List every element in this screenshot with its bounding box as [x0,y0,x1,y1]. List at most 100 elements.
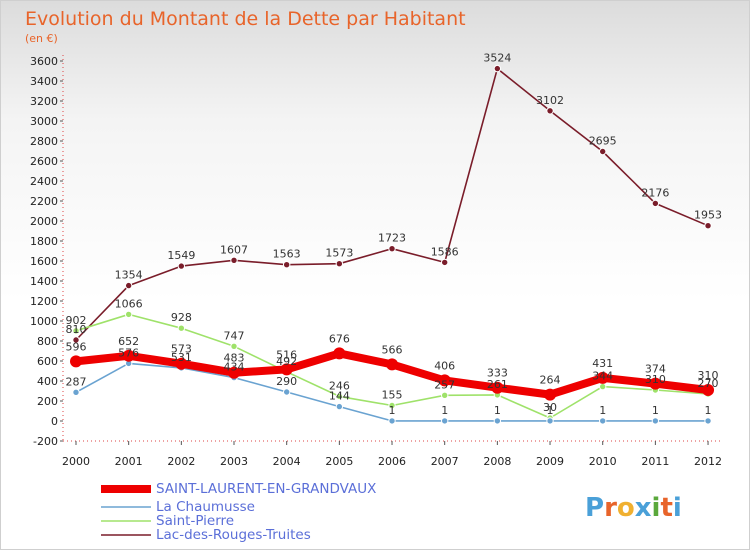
x-tick-label: 2006 [378,455,406,468]
data-point [491,381,504,394]
data-point [704,222,712,230]
data-label: 566 [382,343,403,356]
data-label: 344 [592,370,613,383]
data-label: 155 [382,389,403,402]
data-point [72,327,80,335]
chart-subtitle: (en €) [25,32,58,45]
data-label: 652 [118,335,139,348]
data-point [440,391,449,399]
x-tick-label: 2001 [115,455,143,468]
data-point [335,260,344,268]
data-point [333,347,346,360]
proxiti-logo: Proxiti [585,493,682,523]
data-point [702,384,715,396]
data-label: 810 [66,323,87,336]
y-tick-label: 3000 [30,115,58,128]
data-point [228,366,241,379]
data-label: 310 [698,369,719,382]
data-point [177,262,186,270]
chart-title: Evolution du Montant de la Dette par Hab… [25,8,466,30]
data-label: 596 [66,340,87,353]
data-point [438,374,451,387]
data-label: 1066 [115,297,143,310]
data-point [546,107,554,115]
y-tick-label: 800 [37,335,58,348]
data-point [175,357,188,370]
data-label: 261 [487,378,508,391]
axes: -200 0 200 400 600 800 1000 1200 1400 1600 1800 200… [30,55,722,468]
data-point [388,417,396,425]
data-label: 3524 [483,52,511,65]
data-point [282,261,291,269]
data-label: 531 [171,351,192,364]
x-tick-label: 2011 [641,455,669,468]
y-tick-label: 3600 [30,55,58,68]
data-point [599,147,607,156]
legend: SAINT-LAURENT-EN-GRANDVAUX La ChaumusseSa… [101,481,376,543]
y-tick-label: 2200 [30,195,58,208]
data-label: 1 [599,404,606,417]
data-point [704,417,712,425]
data-label: 1 [441,404,448,417]
data-label: 333 [487,367,508,380]
data-label: 287 [66,375,87,388]
y-tick-label: 400 [37,375,58,388]
data-point [493,417,502,425]
data-label: 492 [276,355,297,368]
y-tick-label: 2800 [30,135,58,148]
data-point [124,310,133,319]
logo-letter: o [617,493,635,523]
data-label: 1723 [378,232,406,245]
x-tick-label: 2002 [167,455,195,468]
data-label: 310 [645,373,666,386]
x-tick-label: 2008 [483,455,511,468]
data-point [335,402,344,411]
x-tick-label: 2004 [273,455,301,468]
data-point [596,371,609,384]
data-point [72,336,80,344]
data-point [599,382,607,391]
data-point [177,324,186,332]
x-tick-label: 2007 [431,455,459,468]
y-tick-label: 0 [51,415,58,428]
legend-label: Saint-Pierre [156,513,234,529]
data-label: 1586 [431,245,459,258]
logo-letter: t [660,493,672,523]
data-label: 374 [645,363,666,376]
y-tick-label: 3400 [30,75,58,88]
data-label: 144 [329,390,350,403]
legend-label: La Chaumusse [156,499,255,515]
y-tick-label: 1400 [30,275,58,288]
data-label: 1549 [167,249,195,262]
y-tick-label: 1000 [30,315,58,328]
data-point [282,388,291,396]
y-tick-label: 1800 [30,235,58,248]
logo-letter: P [585,493,604,523]
x-tick-label: 2009 [536,455,564,468]
data-label: 676 [329,332,350,345]
data-point [386,358,399,371]
data-label: 902 [66,314,87,327]
y-tick-label: -200 [33,435,58,448]
data-label: 257 [434,378,455,391]
logo-letter: i [652,493,661,523]
y-tick-label: 1200 [30,295,58,308]
data-label: 431 [592,357,613,370]
data-point [649,377,662,390]
x-tick-label: 2000 [62,455,90,468]
data-point [388,401,396,410]
y-tick-label: 600 [37,355,58,368]
data-point [230,342,238,350]
data-point [280,363,293,376]
data-point [122,349,135,362]
data-label: 1573 [325,247,353,260]
data-point [651,417,660,425]
logo-letter: i [673,493,682,523]
data-label: 928 [171,311,192,324]
logo-letter: r [604,493,617,523]
data-point [230,256,238,264]
data-label: 270 [698,377,719,390]
